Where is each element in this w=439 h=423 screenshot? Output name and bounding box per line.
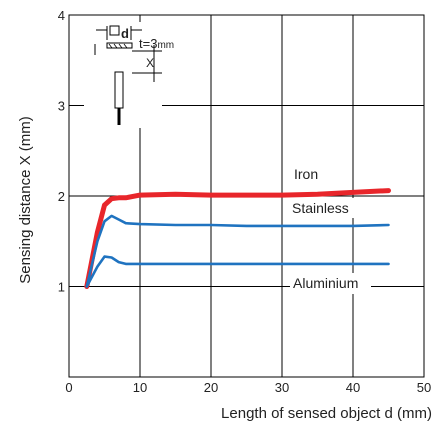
tick-labels: 0 10 20 30 40 50 1 2 3 4: [58, 8, 431, 395]
data-curves: [84, 188, 391, 289]
series-label-iron: Iron: [294, 166, 318, 182]
x-tick-label: 20: [204, 380, 218, 395]
x-axis-label: Length of sensed object d (mm): [221, 405, 432, 422]
hatch-4: [123, 43, 128, 49]
iron-label-bg: [289, 163, 329, 185]
x-tick-label: 30: [275, 380, 289, 395]
x-tick-label: 50: [417, 380, 431, 395]
y-axis-label: Sensing distance X (mm): [17, 116, 34, 284]
square-symbol-icon: [109, 25, 120, 36]
target-plate: [106, 42, 133, 49]
series-line-iron: [84, 188, 391, 289]
y-tick-label: 2: [58, 189, 65, 204]
series-label-aluminium: Aluminium: [293, 275, 358, 291]
series-label-stainless: Stainless: [292, 200, 349, 216]
x-tick-label: 10: [133, 380, 147, 395]
hatch-2: [113, 43, 118, 49]
sensor-body-icon: [114, 71, 124, 109]
hatch-3: [118, 43, 123, 49]
sensor-target-inset: d X t=3mm: [84, 22, 174, 128]
series-line-stainless: [85, 214, 390, 288]
y-tick-label: 4: [58, 8, 65, 23]
series-line-aluminium: [85, 255, 390, 288]
y-tick-label: 3: [58, 99, 65, 114]
aluminium-label-bg: [290, 273, 371, 294]
x-tick-label: 40: [346, 380, 360, 395]
inset-x-label: X: [146, 56, 154, 70]
series-labels: Iron Stainless Aluminium: [289, 163, 371, 294]
inset-thickness-label: t=3mm: [139, 36, 174, 51]
plot-frame: [68, 14, 425, 378]
inset-d-label: d: [121, 26, 129, 41]
x-tick-label: 0: [65, 380, 72, 395]
hatch-1: [108, 43, 113, 49]
stainless-label-bg: [289, 198, 361, 218]
y-tick-label: 1: [58, 280, 65, 295]
